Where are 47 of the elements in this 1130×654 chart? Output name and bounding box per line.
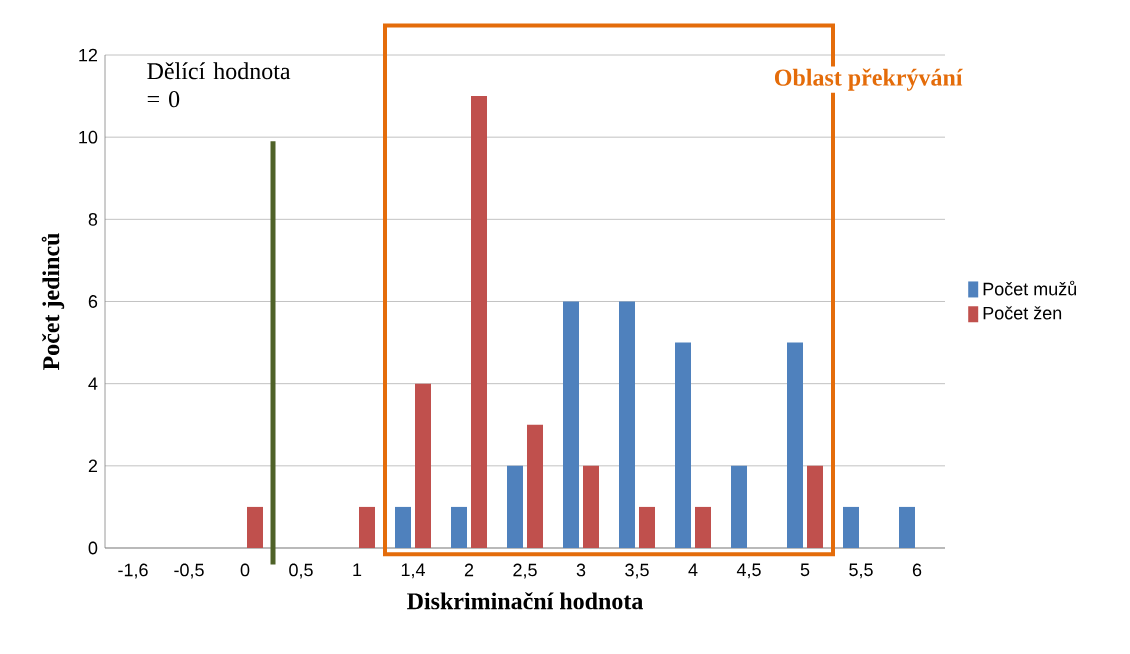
- bar: [899, 506, 915, 548]
- bar: [247, 506, 263, 548]
- bar: [415, 383, 431, 548]
- bar: [639, 506, 655, 548]
- y-tick-label: 4: [88, 377, 98, 390]
- bar: [527, 424, 543, 548]
- y-tick-label: 6: [88, 295, 98, 308]
- x-axis-title: Diskriminační hodnota: [407, 592, 643, 610]
- x-tick-label: 2,5: [513, 563, 537, 579]
- x-tick-label: 4,5: [736, 563, 761, 579]
- annotation: Oblast překrývání: [774, 68, 963, 91]
- x-tick-label: -0,5: [174, 563, 204, 579]
- x-tick-label: -1,6: [118, 563, 148, 579]
- y-tick-label: 0: [88, 541, 98, 555]
- bar: [619, 301, 635, 548]
- x-tick-label: 0,5: [289, 563, 313, 579]
- x-tick-label: 5,5: [849, 563, 873, 579]
- x-tick-label: 3,5: [625, 563, 649, 579]
- bar: [451, 506, 467, 548]
- x-tick-label: 1: [353, 563, 362, 576]
- legend-label: Počet žen: [983, 306, 1062, 320]
- x-tick-label: 0: [240, 563, 250, 577]
- y-axis-title: Počet jedinců: [41, 233, 65, 371]
- bar: [395, 506, 411, 548]
- bar: [695, 506, 712, 548]
- x-tick-label: 5: [800, 563, 810, 577]
- x-tick-label: 3: [576, 563, 586, 577]
- bar: [807, 465, 823, 548]
- bar: [359, 506, 375, 548]
- legend-label: Počet mužů: [983, 280, 1077, 296]
- bar: [787, 342, 804, 548]
- y-tick-label: 10: [79, 130, 98, 144]
- bar: [471, 96, 488, 548]
- bar: [507, 465, 523, 548]
- bar: [843, 506, 859, 548]
- y-tick-label: 8: [88, 212, 98, 226]
- y-tick-label: 12: [79, 48, 98, 62]
- y-tick-label: 2: [88, 459, 98, 473]
- bar: [563, 301, 580, 548]
- x-tick-label: 1,4: [401, 563, 425, 579]
- bar: [731, 465, 748, 548]
- x-tick-label: 4: [688, 563, 698, 576]
- x-tick-label: 6: [912, 563, 922, 577]
- bar: [583, 465, 599, 548]
- bar: [675, 342, 691, 548]
- x-tick-label: 2: [464, 563, 474, 577]
- ref-line-label: Dělící hodnota = 0: [147, 62, 291, 108]
